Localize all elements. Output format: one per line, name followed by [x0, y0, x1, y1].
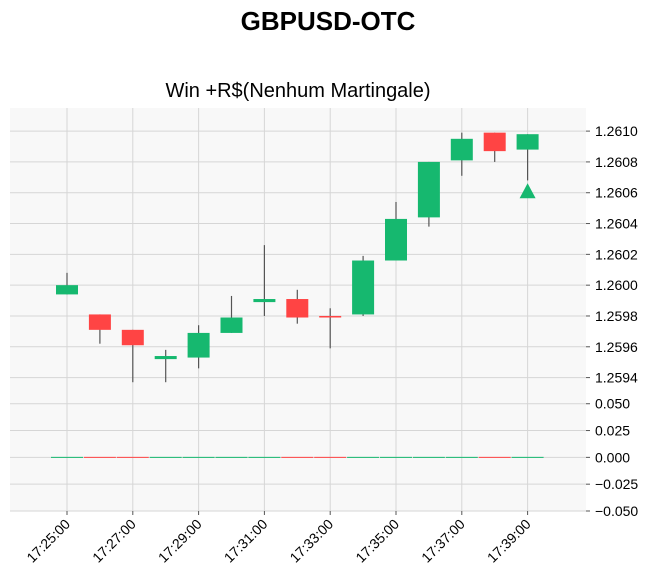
candle-body — [187, 332, 210, 358]
candle-body — [417, 161, 440, 218]
candle-body — [319, 315, 342, 318]
time-tick-label: 17:35:00 — [352, 516, 402, 566]
time-tick-label: 17:31:00 — [221, 516, 271, 566]
candle-body — [352, 260, 375, 315]
chart-title: GBPUSD-OTC — [240, 6, 416, 36]
candle-body — [121, 329, 144, 346]
chart-subtitle: Win +R$(Nenhum Martingale) — [165, 80, 431, 102]
candle-body — [286, 299, 309, 318]
candle-body — [253, 299, 276, 303]
volume-panel-background — [10, 393, 586, 511]
volume-tick-label: 0.025 — [595, 423, 630, 439]
time-tick-label: 17:27:00 — [89, 516, 139, 566]
candle-body — [88, 314, 111, 330]
candle-body — [220, 317, 243, 333]
price-panel-background — [10, 108, 586, 393]
volume-tick-label: −0.050 — [595, 503, 638, 519]
price-tick-label: 1.2594 — [595, 370, 638, 386]
candle-body — [56, 285, 78, 295]
price-tick-label: 1.2602 — [595, 246, 638, 262]
price-tick-label: 1.2610 — [595, 123, 638, 139]
time-tick-label: 17:25:00 — [23, 516, 73, 566]
time-tick-label: 17:39:00 — [484, 516, 534, 566]
price-tick-label: 1.2604 — [595, 216, 638, 232]
candle-body — [483, 132, 506, 152]
signal-markers — [519, 183, 536, 199]
candle-body — [450, 138, 473, 161]
candle-body — [516, 134, 539, 150]
time-tick-label: 17:33:00 — [286, 516, 336, 566]
candle-body — [385, 218, 407, 261]
candles — [56, 132, 539, 383]
price-tick-label: 1.2608 — [595, 154, 638, 170]
time-tick-label: 17:29:00 — [155, 516, 205, 566]
volume-tick-label: 0.050 — [595, 396, 630, 412]
price-tick-label: 1.2600 — [595, 277, 638, 293]
price-tick-label: 1.2596 — [595, 339, 638, 355]
price-tick-label: 1.2598 — [595, 308, 638, 324]
call-signal-marker — [519, 183, 536, 199]
time-tick-label: 17:37:00 — [418, 516, 468, 566]
volume-tick-label: 0.000 — [595, 449, 630, 465]
price-tick-label: 1.2606 — [595, 185, 638, 201]
volume-tick-label: −0.025 — [595, 476, 638, 492]
candle-body — [154, 356, 177, 360]
